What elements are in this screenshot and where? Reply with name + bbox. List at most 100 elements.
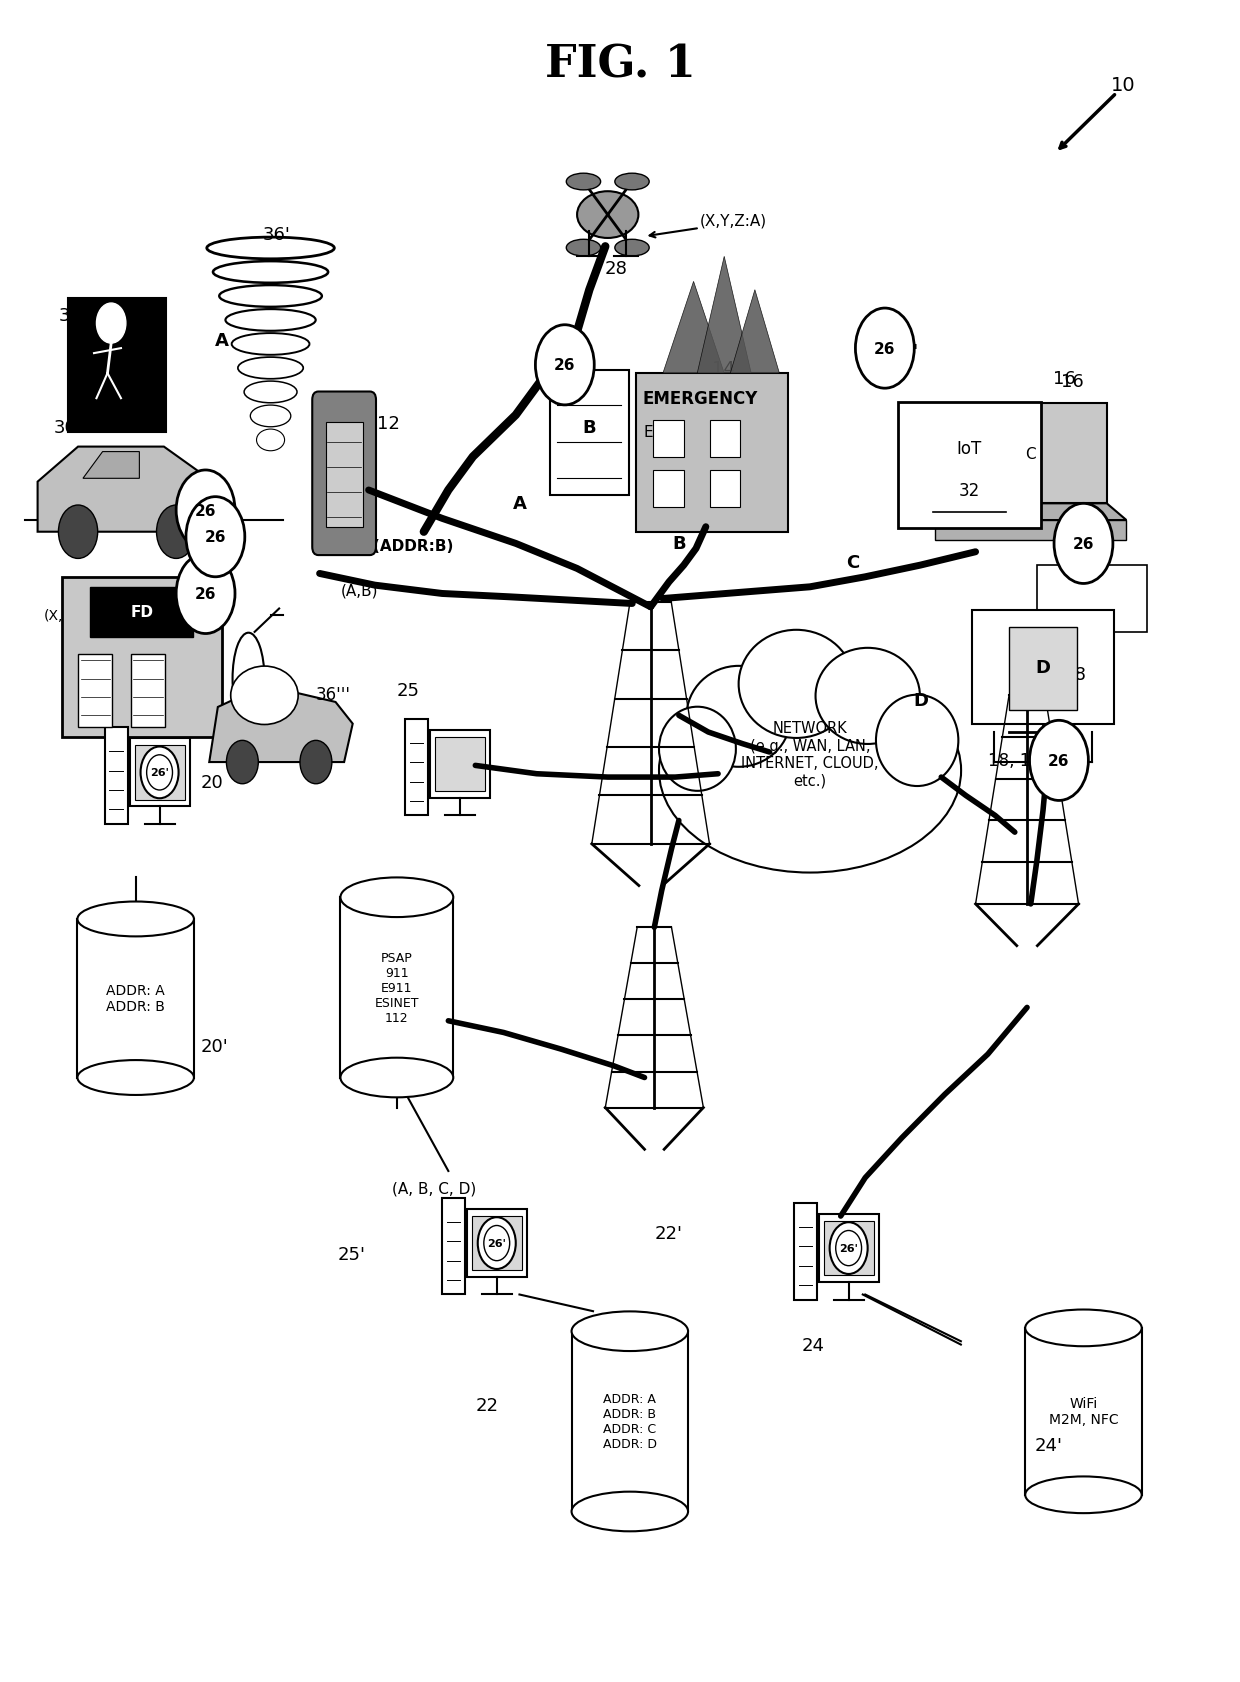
Text: D: D: [913, 691, 928, 710]
Text: 36": 36": [888, 343, 919, 362]
Circle shape: [227, 740, 258, 784]
Text: B: B: [583, 419, 596, 436]
FancyBboxPatch shape: [818, 1214, 879, 1282]
Text: 22: 22: [475, 1396, 498, 1415]
Ellipse shape: [572, 1312, 688, 1351]
Text: 16: 16: [1053, 370, 1075, 389]
Ellipse shape: [572, 1492, 688, 1531]
Text: 28: 28: [605, 259, 627, 278]
Text: ADDR: A
ADDR: B: ADDR: A ADDR: B: [107, 984, 165, 1014]
Text: C: C: [1025, 446, 1037, 461]
FancyBboxPatch shape: [129, 738, 190, 807]
Text: (X,Y,Z:A): (X,Y,Z:A): [699, 214, 766, 229]
FancyBboxPatch shape: [312, 392, 376, 555]
Text: EMERGENCY: EMERGENCY: [642, 390, 758, 409]
Circle shape: [176, 471, 236, 550]
Ellipse shape: [875, 695, 959, 787]
Ellipse shape: [231, 666, 298, 725]
Text: 25': 25': [339, 1246, 366, 1263]
Text: 10: 10: [1111, 76, 1135, 94]
Text: NETWORK
(e.g., WAN, LAN,
INTERNET, CLOUD,
etc.): NETWORK (e.g., WAN, LAN, INTERNET, CLOUD…: [742, 720, 879, 787]
Circle shape: [856, 309, 914, 389]
FancyBboxPatch shape: [130, 654, 165, 728]
Text: 26: 26: [205, 530, 226, 545]
Text: PSAP
911
E911
ESINET
112: PSAP 911 E911 ESINET 112: [374, 952, 419, 1024]
Text: 32: 32: [959, 481, 980, 500]
Text: 20: 20: [201, 774, 223, 792]
Ellipse shape: [341, 1058, 454, 1098]
Text: WiFi
M2M, NFC: WiFi M2M, NFC: [1049, 1396, 1118, 1426]
Text: 12: 12: [377, 415, 401, 432]
Text: 14: 14: [712, 360, 735, 378]
Text: A: A: [215, 331, 228, 350]
Ellipse shape: [567, 175, 600, 190]
FancyBboxPatch shape: [653, 471, 683, 508]
Ellipse shape: [233, 634, 264, 725]
Polygon shape: [663, 283, 724, 373]
Text: 26': 26': [150, 769, 169, 779]
Circle shape: [58, 506, 98, 558]
Text: 25: 25: [397, 681, 420, 700]
FancyBboxPatch shape: [435, 737, 485, 792]
Text: 16: 16: [1061, 373, 1084, 392]
Circle shape: [830, 1223, 868, 1275]
Ellipse shape: [658, 669, 961, 873]
Text: 36''': 36''': [316, 685, 351, 703]
FancyBboxPatch shape: [972, 611, 1114, 725]
Polygon shape: [935, 505, 1126, 521]
Ellipse shape: [816, 649, 920, 745]
Text: 22': 22': [655, 1224, 682, 1241]
FancyBboxPatch shape: [572, 1332, 688, 1512]
Text: D: D: [1035, 659, 1050, 676]
Text: 24': 24': [1034, 1436, 1063, 1453]
FancyBboxPatch shape: [341, 898, 454, 1078]
Ellipse shape: [341, 878, 454, 918]
Ellipse shape: [77, 1060, 193, 1095]
FancyBboxPatch shape: [62, 577, 222, 738]
Text: 18, 18': 18, 18': [988, 752, 1045, 770]
Text: 26: 26: [195, 503, 216, 518]
Text: 36': 36': [263, 225, 290, 244]
Text: 24: 24: [801, 1336, 825, 1354]
FancyBboxPatch shape: [636, 373, 787, 533]
Circle shape: [97, 304, 126, 343]
Polygon shape: [37, 447, 213, 533]
Text: FIG. 1: FIG. 1: [544, 44, 696, 87]
Text: ADDR: A
ADDR: B
ADDR: C
ADDR: D: ADDR: A ADDR: B ADDR: C ADDR: D: [603, 1393, 657, 1450]
FancyBboxPatch shape: [898, 402, 1040, 530]
Text: C: C: [847, 553, 859, 572]
Ellipse shape: [615, 175, 650, 190]
Text: (A, B, C, D): (A, B, C, D): [392, 1181, 476, 1196]
FancyBboxPatch shape: [1025, 1329, 1142, 1495]
Text: 20': 20': [201, 1038, 228, 1055]
FancyBboxPatch shape: [1008, 627, 1078, 711]
FancyBboxPatch shape: [430, 730, 490, 799]
FancyBboxPatch shape: [709, 420, 740, 458]
Ellipse shape: [739, 631, 854, 738]
FancyBboxPatch shape: [91, 587, 193, 637]
FancyBboxPatch shape: [77, 920, 193, 1078]
FancyBboxPatch shape: [823, 1221, 874, 1275]
Text: 26: 26: [874, 341, 895, 357]
FancyBboxPatch shape: [471, 1216, 522, 1270]
Circle shape: [1029, 722, 1089, 801]
FancyBboxPatch shape: [653, 420, 683, 458]
Text: IoT: IoT: [957, 441, 982, 458]
Text: 26: 26: [195, 587, 216, 602]
Text: B: B: [672, 535, 686, 553]
FancyBboxPatch shape: [78, 654, 113, 728]
FancyBboxPatch shape: [441, 1198, 465, 1295]
Text: E911(ADDR:B): E911(ADDR:B): [332, 538, 454, 553]
Text: 26: 26: [1073, 537, 1094, 552]
Ellipse shape: [615, 241, 650, 257]
Text: (X,Y,Z:A): (X,Y,Z:A): [43, 609, 105, 622]
Ellipse shape: [567, 241, 600, 257]
FancyBboxPatch shape: [135, 745, 185, 801]
Polygon shape: [210, 686, 352, 762]
FancyBboxPatch shape: [405, 720, 428, 816]
Ellipse shape: [687, 666, 791, 767]
FancyBboxPatch shape: [326, 422, 362, 528]
Circle shape: [1054, 505, 1112, 584]
Text: 26': 26': [839, 1243, 858, 1253]
Text: FD: FD: [130, 606, 154, 621]
